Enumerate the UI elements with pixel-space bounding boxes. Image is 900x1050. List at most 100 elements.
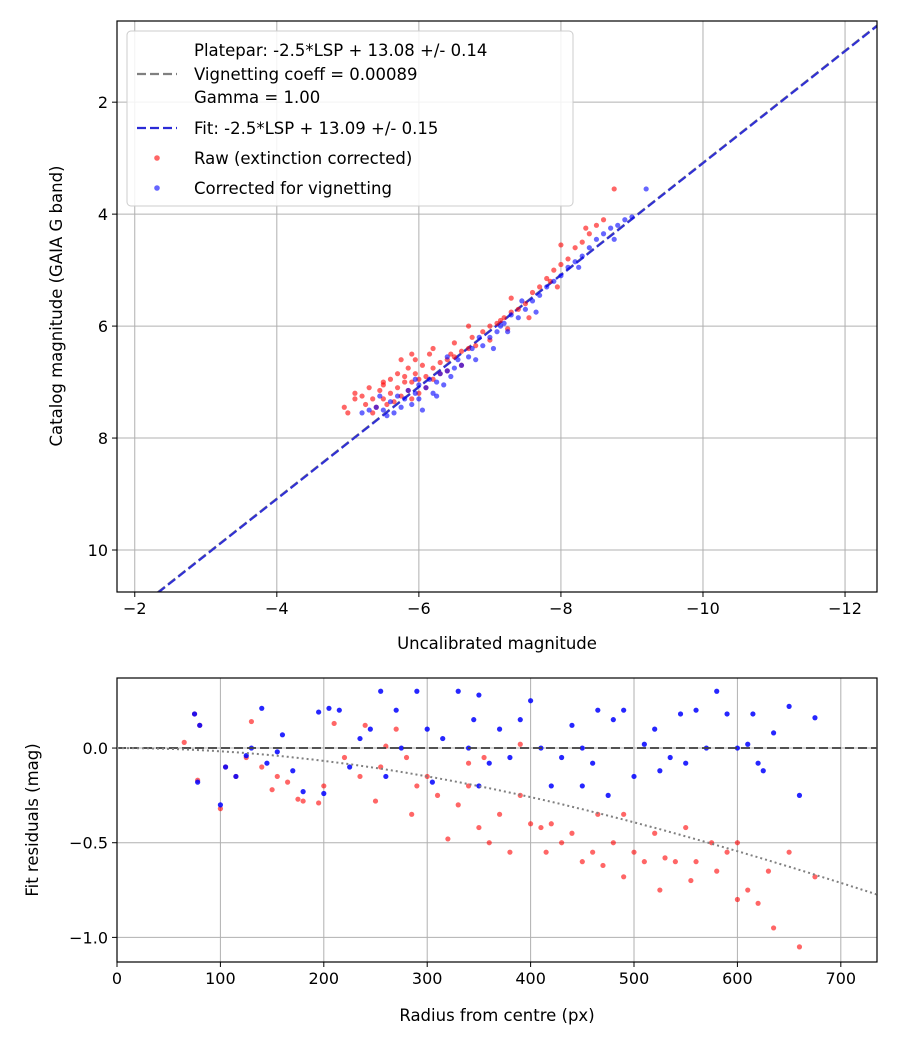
corrected-point: [434, 393, 440, 399]
raw-residual-point: [631, 849, 637, 855]
corrected-point: [537, 292, 543, 298]
corrected-residual-point: [378, 688, 384, 694]
raw-point: [409, 379, 415, 385]
top-ticks: −2 −4 −6 −8 −10 −12 2 4 6 8 10: [88, 93, 862, 618]
top-x-tick-label: −6: [407, 599, 431, 618]
corrected-point: [430, 390, 436, 396]
raw-point: [377, 387, 383, 394]
raw-point: [430, 345, 436, 352]
raw-residual-point: [683, 824, 689, 831]
raw-point: [362, 401, 369, 408]
corrected-point: [497, 323, 504, 329]
raw-residual-point: [600, 862, 606, 869]
raw-residual-point: [455, 802, 461, 808]
raw-residual-point: [372, 798, 379, 804]
corrected-residual-point: [486, 760, 492, 766]
corrected-point: [416, 382, 422, 388]
corrected-residual-point: [471, 717, 477, 723]
corrected-point: [444, 368, 450, 374]
legend: Platepar: -2.5*LSP + 13.08 +/- 0.14 Vigne…: [126, 30, 574, 207]
raw-residual-point: [745, 887, 751, 893]
raw-point: [458, 348, 465, 354]
raw-point: [522, 301, 529, 307]
raw-point: [437, 359, 443, 366]
bottom-y-tick-label: −0.5: [69, 834, 108, 853]
corrected-residual-point: [657, 768, 663, 774]
corrected-point: [412, 390, 418, 396]
corrected-residual-point: [336, 707, 342, 713]
raw-residual-point: [465, 760, 472, 766]
bottom-x-tick-label: 200: [309, 969, 340, 988]
raw-point: [508, 295, 514, 301]
corrected-residual-point: [548, 783, 554, 789]
vignetting-model-curve: [117, 747, 877, 896]
corrected-residual-point: [300, 789, 306, 795]
top-y-tick-label: 8: [98, 429, 108, 448]
raw-point: [423, 373, 429, 380]
raw-point: [402, 373, 408, 380]
raw-residual-point: [786, 849, 792, 855]
raw-point: [583, 225, 589, 231]
corrected-residual-point: [745, 741, 751, 747]
corrected-point: [448, 373, 454, 380]
raw-residual-point: [548, 821, 554, 827]
raw-point: [384, 401, 390, 408]
corrected-residual-point: [398, 745, 404, 751]
corrected-residual-point: [414, 688, 420, 694]
raw-point: [565, 256, 571, 262]
corrected-residual-point: [191, 711, 198, 717]
raw-point: [394, 371, 401, 377]
corrected-point: [615, 222, 621, 228]
legend-entry: Vignetting coeff = 0.00089: [194, 65, 418, 84]
corrected-point: [643, 186, 649, 192]
raw-residual-point: [434, 792, 441, 798]
corrected-residual-point: [243, 753, 249, 759]
bottom-grid: [117, 678, 877, 962]
bottom-x-tick-label: 300: [412, 969, 443, 988]
corrected-residual-point: [667, 754, 673, 761]
raw-residual-point: [755, 900, 761, 906]
corrected-residual-point: [290, 768, 296, 774]
raw-residual-point: [362, 722, 368, 728]
corrected-point: [441, 382, 447, 388]
top-axes-frame: [116, 20, 878, 593]
bottom-reference-lines: [117, 747, 877, 896]
corrected-residual-point: [812, 715, 818, 721]
corrected-residual-point: [652, 726, 658, 732]
bottom-y-axis-label: Fit residuals (mag): [23, 743, 42, 896]
raw-residual-point: [812, 874, 818, 880]
raw-residual-point: [300, 798, 306, 804]
raw-residual-point: [217, 806, 224, 812]
corrected-point: [451, 365, 457, 371]
corrected-residual-point: [641, 741, 647, 747]
raw-point: [558, 261, 564, 268]
raw-point: [370, 410, 376, 416]
raw-residual-point: [621, 811, 627, 817]
corrected-point: [426, 376, 433, 382]
corrected-point: [505, 329, 511, 335]
raw-point: [359, 393, 365, 399]
raw-point: [419, 362, 426, 368]
top-x-axis-label: Uncalibrated magnitude: [397, 634, 597, 653]
raw-point: [352, 390, 358, 396]
legend-entry: Fit: -2.5*LSP + 13.09 +/- 0.15: [194, 119, 438, 138]
raw-residual-point: [357, 773, 363, 780]
raw-residual-point: [393, 726, 399, 732]
bottom-chart: 0 100 200 300 400 500 600 700 0.0 −0.5 −1.0 Radius…: [23, 677, 878, 1025]
raw-residual-point: [316, 800, 322, 806]
corrected-residual-point: [496, 726, 503, 732]
corrected-residual-point: [259, 705, 265, 711]
top-x-tick-label: −12: [828, 599, 862, 618]
raw-residual-point: [724, 849, 730, 855]
raw-point: [341, 404, 347, 410]
corrected-point: [366, 407, 372, 413]
raw-residual-point: [765, 868, 772, 874]
raw-point: [515, 306, 521, 312]
raw-point: [537, 284, 543, 290]
raw-point: [345, 410, 351, 416]
raw-point: [544, 275, 550, 282]
raw-residual-point: [496, 811, 503, 817]
raw-point: [394, 385, 401, 391]
raw-point: [600, 217, 607, 223]
